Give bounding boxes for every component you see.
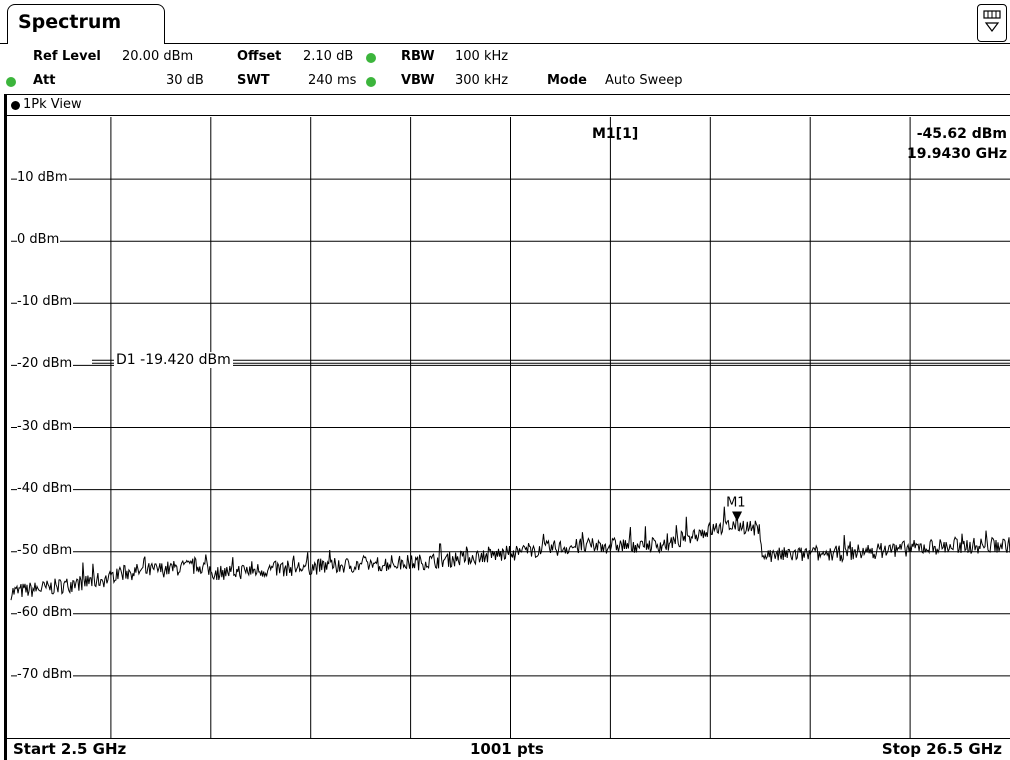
rbw-value: 100 kHz [455,49,509,64]
view-status-dot [11,101,20,110]
vbw-label: VBW [401,73,435,88]
tab-spectrum-label: Spectrum [18,11,122,33]
marker-level-readout: -45.62 dBm [916,126,1007,142]
view-label: 1Pk View [23,97,82,112]
rbw-coupled-indicator [366,53,376,63]
stop-frequency: Stop 26.5 GHz [881,740,1002,758]
y-tick-label: -20 dBm [17,356,74,372]
vbw-value: 300 kHz [455,73,509,88]
sweep-points: 1001 pts [470,740,544,758]
y-tick-label: 0 dBm [17,232,61,248]
swt-label: SWT [237,73,270,88]
tab-spectrum[interactable]: Spectrum [7,4,165,44]
att-value: 30 dB [166,73,204,88]
y-tick-label: 10 dBm [17,170,69,186]
tab-baseline [165,43,1010,44]
tab-baseline [0,43,7,44]
marker-freq-readout: 19.9430 GHz [907,146,1007,162]
ref-level-value: 20.00 dBm [122,49,194,64]
view-title-bar: 1Pk View [7,94,1010,116]
ref-level-label: Ref Level [33,49,101,64]
y-tick-label: -70 dBm [17,666,74,682]
mode-value: Auto Sweep [605,73,683,88]
start-frequency: Start 2.5 GHz [13,740,127,758]
frequency-footer: Start 2.5 GHz 1001 pts Stop 26.5 GHz [7,738,1010,760]
y-tick-label: -30 dBm [17,418,74,434]
offset-label: Offset [237,49,282,64]
swt-value: 240 ms [308,73,357,88]
rbw-label: RBW [401,49,435,64]
att-label: Att [33,73,56,88]
y-tick-label: -60 dBm [17,604,74,620]
marker-m1-label: M1 [726,496,746,511]
display-line-label: D1 -19.420 dBm [114,351,233,368]
att-coupled-indicator [6,77,16,87]
display-config-icon [983,10,1001,32]
y-tick-label: -40 dBm [17,480,74,496]
spectrum-trace [10,506,1010,601]
window-left-border [4,94,7,760]
marker-m1-triangle [732,511,743,522]
y-tick-label: -50 dBm [17,542,74,558]
y-tick-label: -10 dBm [17,294,74,310]
display-config-button[interactable] [977,4,1007,42]
marker-name-readout: M1[1] [592,126,639,142]
offset-value: 2.10 dB [303,49,354,64]
mode-label: Mode [547,73,587,88]
vbw-coupled-indicator [366,77,376,87]
